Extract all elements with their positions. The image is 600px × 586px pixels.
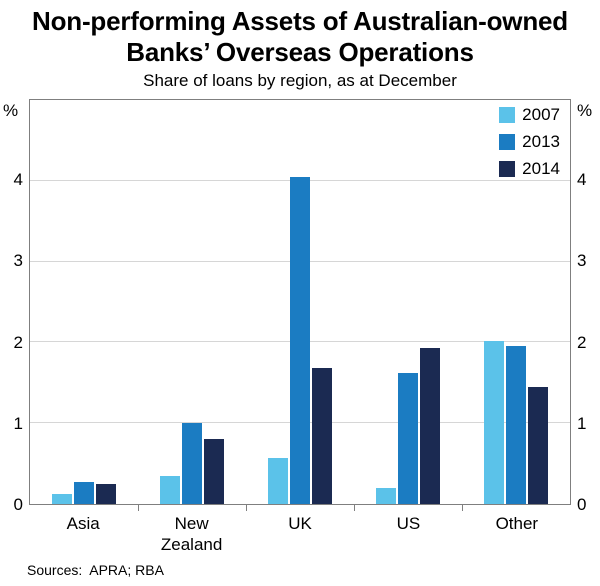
y-tick-label-left-1: 1 [13, 413, 23, 433]
x-axis-labels: Asia New Zealand UK US Other [29, 513, 571, 555]
bar-2013-other [506, 346, 526, 504]
x-label-uk: UK [288, 514, 312, 533]
x-label-cell-us: US [354, 513, 462, 555]
bar-2014-asia [96, 483, 116, 504]
x-label-asia: Asia [66, 514, 100, 533]
bar-group-other [462, 100, 570, 504]
bar-2007-uk [268, 457, 288, 504]
bar-2013-new-zealand [182, 423, 202, 504]
bar-2014-new-zealand [204, 439, 224, 504]
chart-title-line1: Non-performing Assets of Australian-owne… [32, 6, 568, 36]
legend-swatch-2007 [499, 107, 516, 123]
y-tick-label-left-4: 4 [13, 170, 23, 190]
bar-group-asia [30, 100, 138, 504]
bar-2013-us [398, 373, 418, 504]
bar-2013-asia [74, 482, 94, 504]
plot-area: 2007 2013 2014 [29, 99, 571, 511]
legend-item-2014: 2014 [499, 159, 560, 179]
y-tick-label-right-1: 1 [577, 413, 587, 433]
y-tick-label-right-4: 4 [577, 170, 587, 190]
bar-group-us [354, 100, 462, 504]
y-axis-unit-left: % [3, 101, 19, 120]
y-tick-label-right-3: 3 [577, 251, 587, 271]
sources-note: Sources: APRA; RBA [27, 562, 164, 578]
bar-2014-us [420, 348, 440, 504]
x-label-new-zealand: New Zealand [160, 514, 223, 554]
x-label-other: Other [495, 514, 539, 533]
chart-title: Non-performing Assets of Australian-owne… [0, 6, 600, 68]
y-tick-label-left-2: 2 [13, 332, 23, 352]
bar-groups [30, 100, 570, 504]
legend-label-2014: 2014 [522, 159, 560, 178]
y-axis-right: % 0 1 2 3 4 [571, 99, 600, 514]
x-label-cell-other: Other [463, 513, 571, 555]
legend-item-2013: 2013 [499, 132, 560, 152]
chart-title-line2: Banks’ Overseas Operations [126, 37, 474, 67]
y-axis-left: % 0 1 2 3 4 [0, 99, 29, 514]
bar-2013-uk [290, 176, 310, 504]
bar-2007-us [376, 487, 396, 504]
x-axis-tick-2 [246, 505, 247, 511]
legend-label-2013: 2013 [522, 132, 560, 151]
y-tick-label-right-2: 2 [577, 332, 587, 352]
y-axis-unit-right: % [577, 101, 593, 120]
legend-label-2007: 2007 [522, 105, 560, 124]
bar-2007-asia [52, 494, 72, 504]
bar-2007-new-zealand [160, 475, 180, 504]
x-axis-tick-3 [354, 505, 355, 511]
bar-2014-uk [312, 368, 332, 504]
bar-2014-other [528, 386, 548, 504]
legend-item-2007: 2007 [499, 105, 560, 125]
y-tick-label-right-0: 0 [577, 495, 587, 514]
bar-group-uk [246, 100, 354, 504]
legend-swatch-2014 [499, 161, 516, 177]
bar-2007-other [484, 340, 504, 504]
y-tick-label-left-0: 0 [13, 495, 23, 514]
bar-chart: % 0 1 2 3 4 2007 2013 2014 % 0 1 2 3 4 [0, 99, 600, 514]
x-label-cell-new-zealand: New Zealand [137, 513, 245, 555]
x-label-cell-uk: UK [246, 513, 354, 555]
chart-subtitle: Share of loans by region, as at December [143, 71, 457, 90]
x-axis-tick-4 [462, 505, 463, 511]
bar-group-new-zealand [138, 100, 246, 504]
x-label-us: US [396, 514, 421, 533]
y-tick-label-left-3: 3 [13, 251, 23, 271]
legend-swatch-2013 [499, 134, 516, 150]
legend: 2007 2013 2014 [499, 105, 560, 186]
x-axis-tick-1 [138, 505, 139, 511]
x-label-cell-asia: Asia [29, 513, 137, 555]
